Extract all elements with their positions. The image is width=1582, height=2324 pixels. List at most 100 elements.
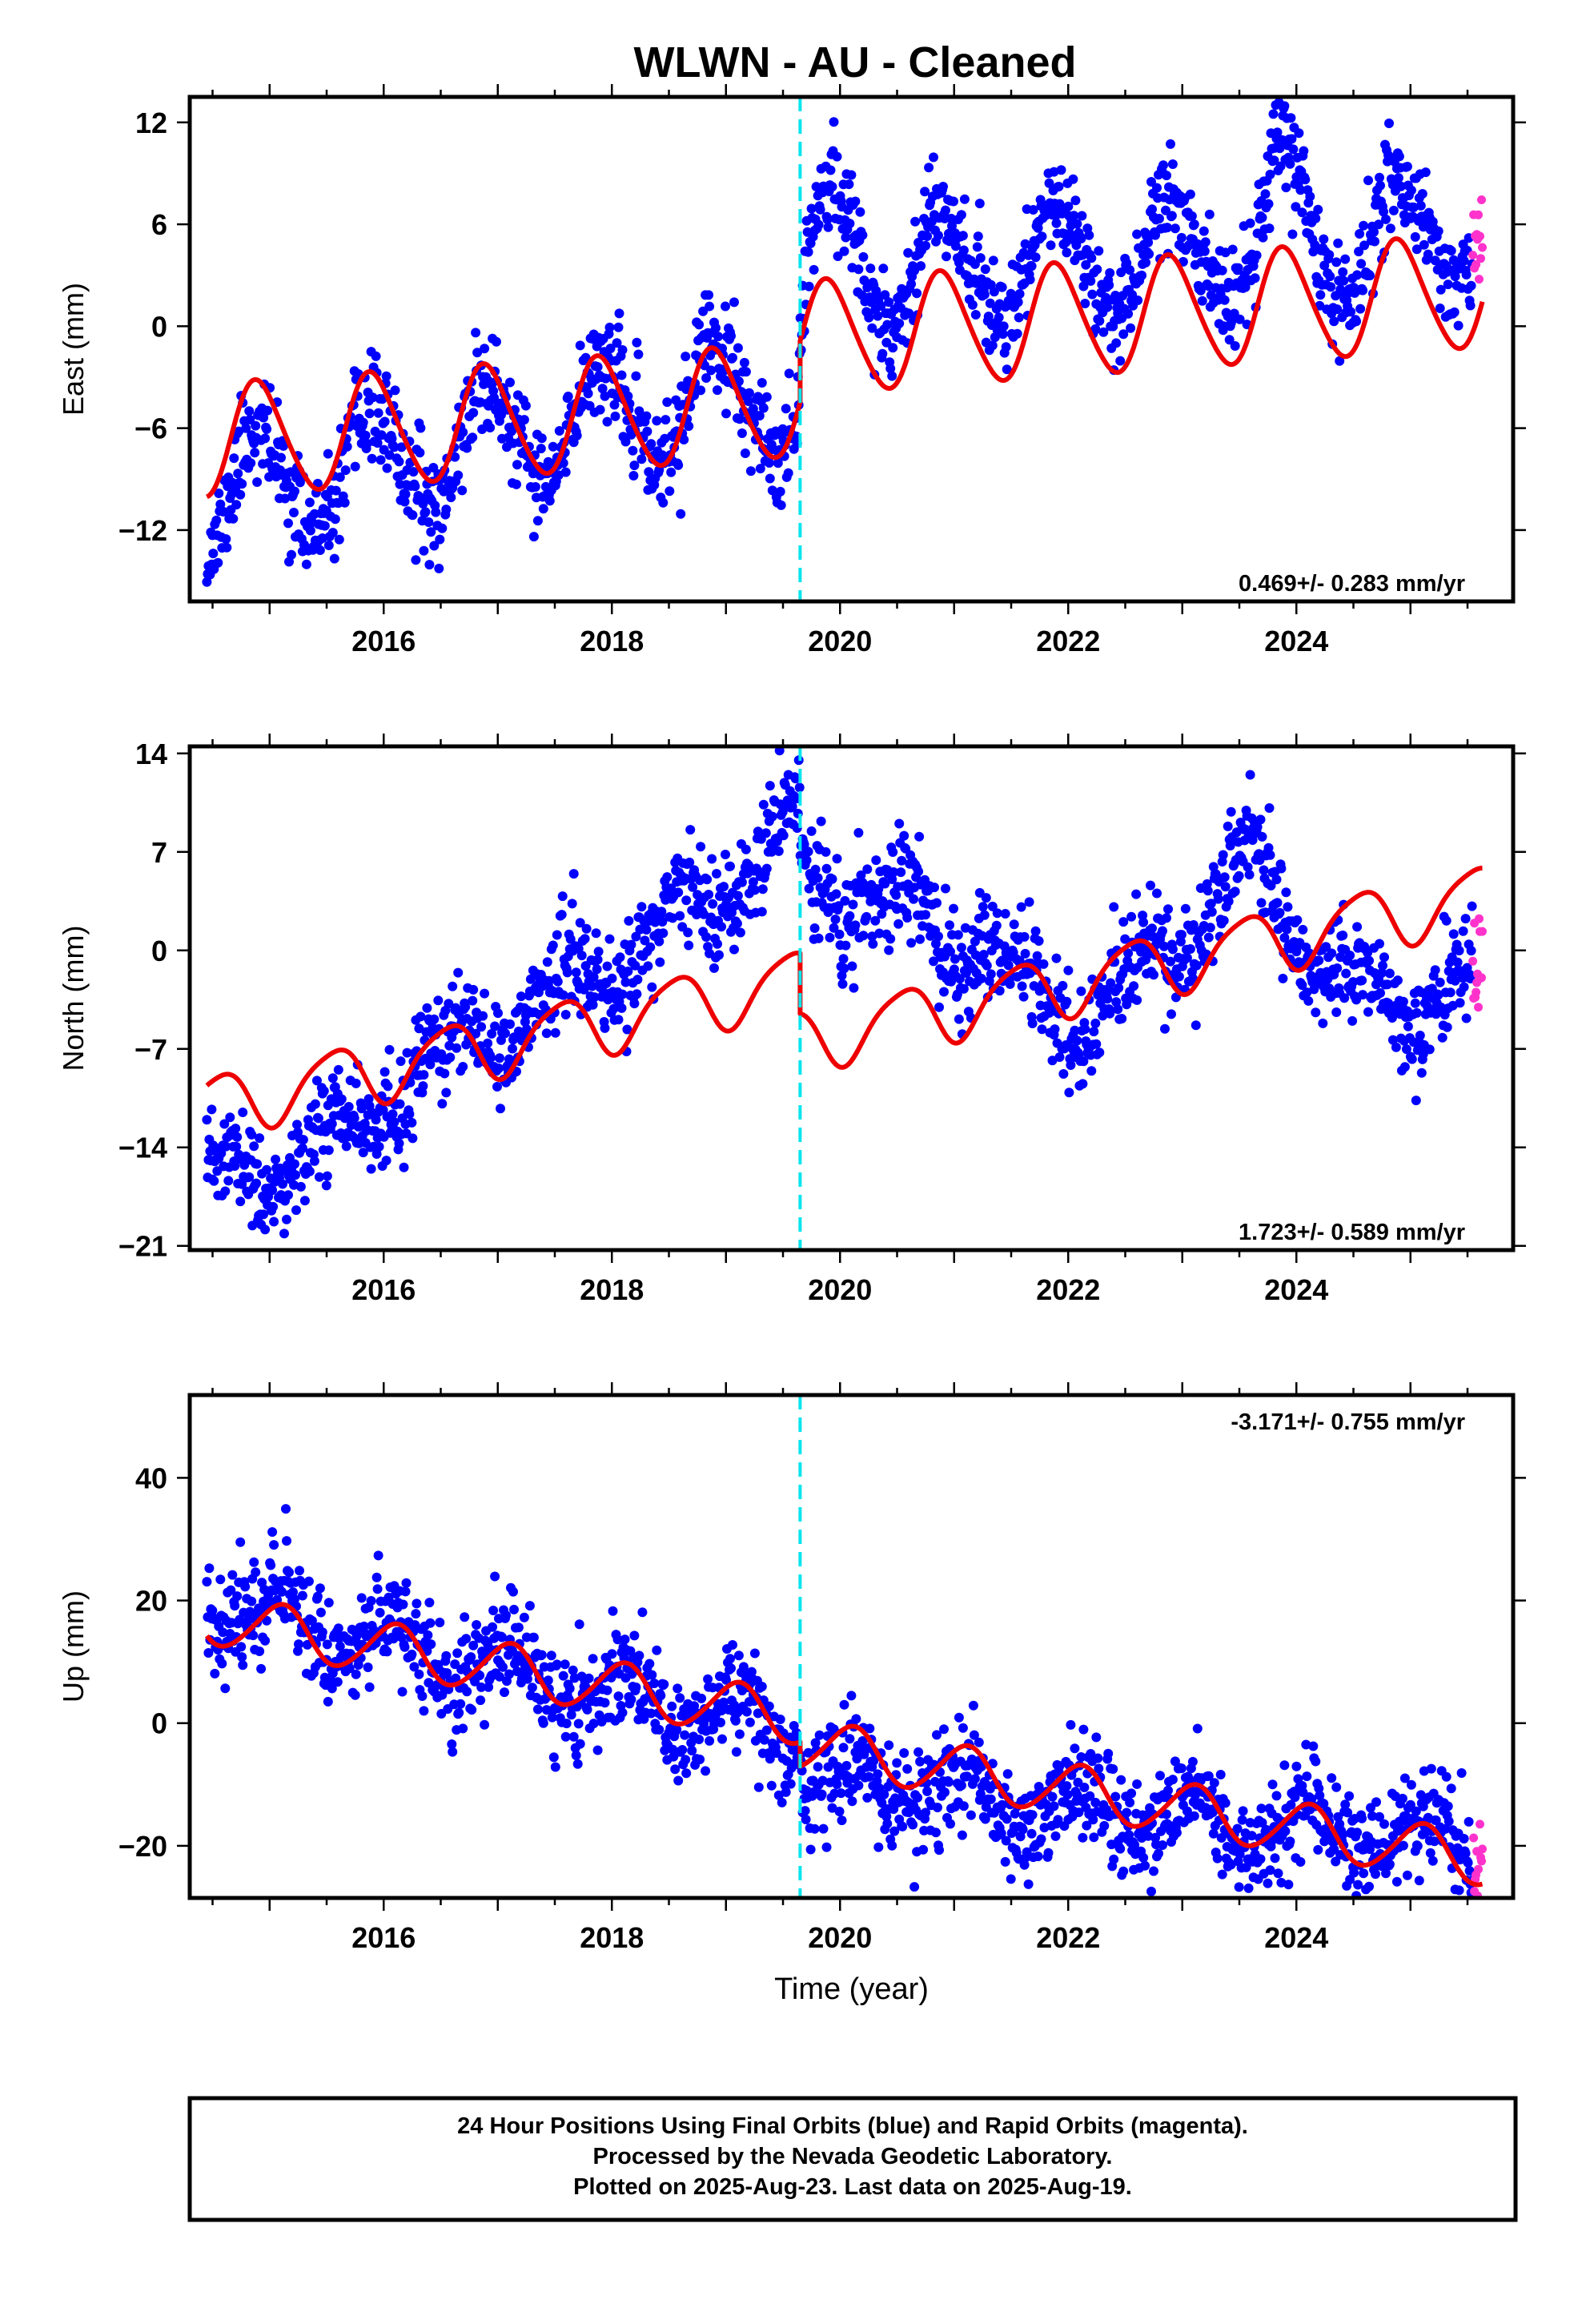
final-orbit-point [1027, 1019, 1038, 1028]
final-orbit-point [889, 1804, 899, 1814]
final-orbit-point [249, 1141, 259, 1152]
final-orbit-point [728, 1640, 737, 1650]
final-orbit-point [307, 1615, 317, 1626]
final-orbit-point [1311, 213, 1321, 223]
rapid-orbit-point [1472, 987, 1481, 997]
final-orbit-point [461, 1634, 472, 1644]
final-orbit-point [775, 1715, 785, 1724]
final-orbit-point [1126, 323, 1136, 333]
rapid-orbit-point [1475, 275, 1484, 284]
final-orbit-point [989, 287, 999, 297]
final-orbit-point [899, 830, 909, 841]
final-orbit-point [794, 782, 805, 793]
final-orbit-point [1319, 1799, 1329, 1809]
final-orbit-point [1370, 236, 1379, 247]
final-orbit-point [382, 1647, 392, 1657]
final-orbit-point [1358, 990, 1368, 1000]
final-orbit-point [920, 187, 930, 197]
final-orbit-point [810, 1738, 821, 1748]
final-orbit-point [424, 1598, 435, 1608]
final-orbit-point [994, 312, 1004, 323]
final-orbit-point [1147, 923, 1157, 934]
final-orbit-point [235, 1537, 246, 1547]
rapid-orbit-point [1477, 973, 1486, 983]
final-orbit-point [866, 297, 877, 308]
final-orbit-point [622, 1024, 632, 1035]
final-orbit-point [1297, 207, 1307, 218]
final-orbit-point [1402, 162, 1412, 171]
final-orbit-point [626, 939, 636, 950]
final-orbit-point [1283, 1880, 1294, 1890]
final-orbit-point [356, 1593, 367, 1603]
final-orbit-point [414, 1023, 424, 1034]
final-orbit-point [513, 1622, 524, 1633]
final-orbit-point [1465, 300, 1476, 311]
final-orbit-point [1391, 1042, 1401, 1052]
final-orbit-point [632, 989, 642, 999]
final-orbit-point [652, 416, 662, 426]
final-orbit-point [684, 940, 694, 951]
final-orbit-point [633, 349, 644, 360]
rapid-orbit-point [1468, 251, 1478, 260]
final-orbit-point [543, 1675, 553, 1686]
final-orbit-point [291, 1170, 300, 1180]
east-y-tick-label: 12 [135, 107, 167, 139]
final-orbit-point [425, 1618, 436, 1628]
final-orbit-point [987, 901, 998, 911]
final-orbit-point [1141, 257, 1151, 267]
final-orbit-point [410, 481, 420, 492]
final-orbit-point [1063, 201, 1074, 211]
final-orbit-point [1271, 875, 1282, 885]
final-orbit-point [846, 1691, 857, 1701]
final-orbit-point [1223, 821, 1233, 831]
final-orbit-point [946, 947, 955, 957]
final-orbit-point [695, 1755, 705, 1764]
final-orbit-point [978, 902, 988, 912]
final-orbit-point [363, 1094, 374, 1104]
final-orbit-point [317, 533, 327, 543]
final-orbit-point [985, 298, 995, 308]
final-orbit-point [873, 311, 883, 321]
final-orbit-point [730, 1715, 741, 1726]
final-orbit-point [867, 931, 877, 942]
final-orbit-point [1062, 996, 1072, 1007]
final-orbit-point [327, 528, 338, 538]
final-orbit-point [734, 414, 745, 424]
final-orbit-point [1087, 289, 1098, 300]
final-orbit-point [520, 400, 531, 411]
final-orbit-point [1149, 970, 1158, 980]
final-orbit-point [395, 1099, 405, 1109]
final-orbit-point [336, 1094, 347, 1104]
final-orbit-point [1301, 1739, 1311, 1750]
final-orbit-point [1054, 182, 1064, 191]
final-orbit-point [1375, 939, 1384, 949]
final-orbit-point [864, 312, 874, 323]
final-orbit-point [949, 903, 958, 914]
final-orbit-point [658, 928, 669, 939]
final-orbit-point [400, 1642, 410, 1652]
final-orbit-point [623, 391, 633, 401]
final-orbit-point [1077, 211, 1087, 221]
final-orbit-point [451, 1673, 461, 1683]
final-orbit-point [1038, 959, 1049, 969]
final-orbit-point [1111, 338, 1122, 348]
final-orbit-point [887, 875, 897, 884]
final-orbit-point [776, 500, 786, 510]
final-orbit-point [640, 935, 650, 946]
final-orbit-point [1066, 1719, 1076, 1730]
final-orbit-point [996, 1828, 1006, 1839]
final-orbit-point [1384, 1860, 1395, 1869]
final-orbit-point [1313, 1844, 1323, 1855]
final-orbit-point [1103, 1748, 1114, 1759]
final-orbit-point [484, 1682, 494, 1692]
final-orbit-point [1286, 1799, 1296, 1810]
final-orbit-point [908, 1819, 918, 1830]
final-orbit-point [490, 1571, 500, 1582]
rapid-orbit-point [1472, 259, 1481, 269]
final-orbit-point [204, 1563, 215, 1574]
final-orbit-point [670, 1764, 681, 1775]
final-orbit-point [420, 507, 431, 517]
final-orbit-point [550, 1762, 560, 1772]
final-orbit-point [771, 1748, 781, 1758]
